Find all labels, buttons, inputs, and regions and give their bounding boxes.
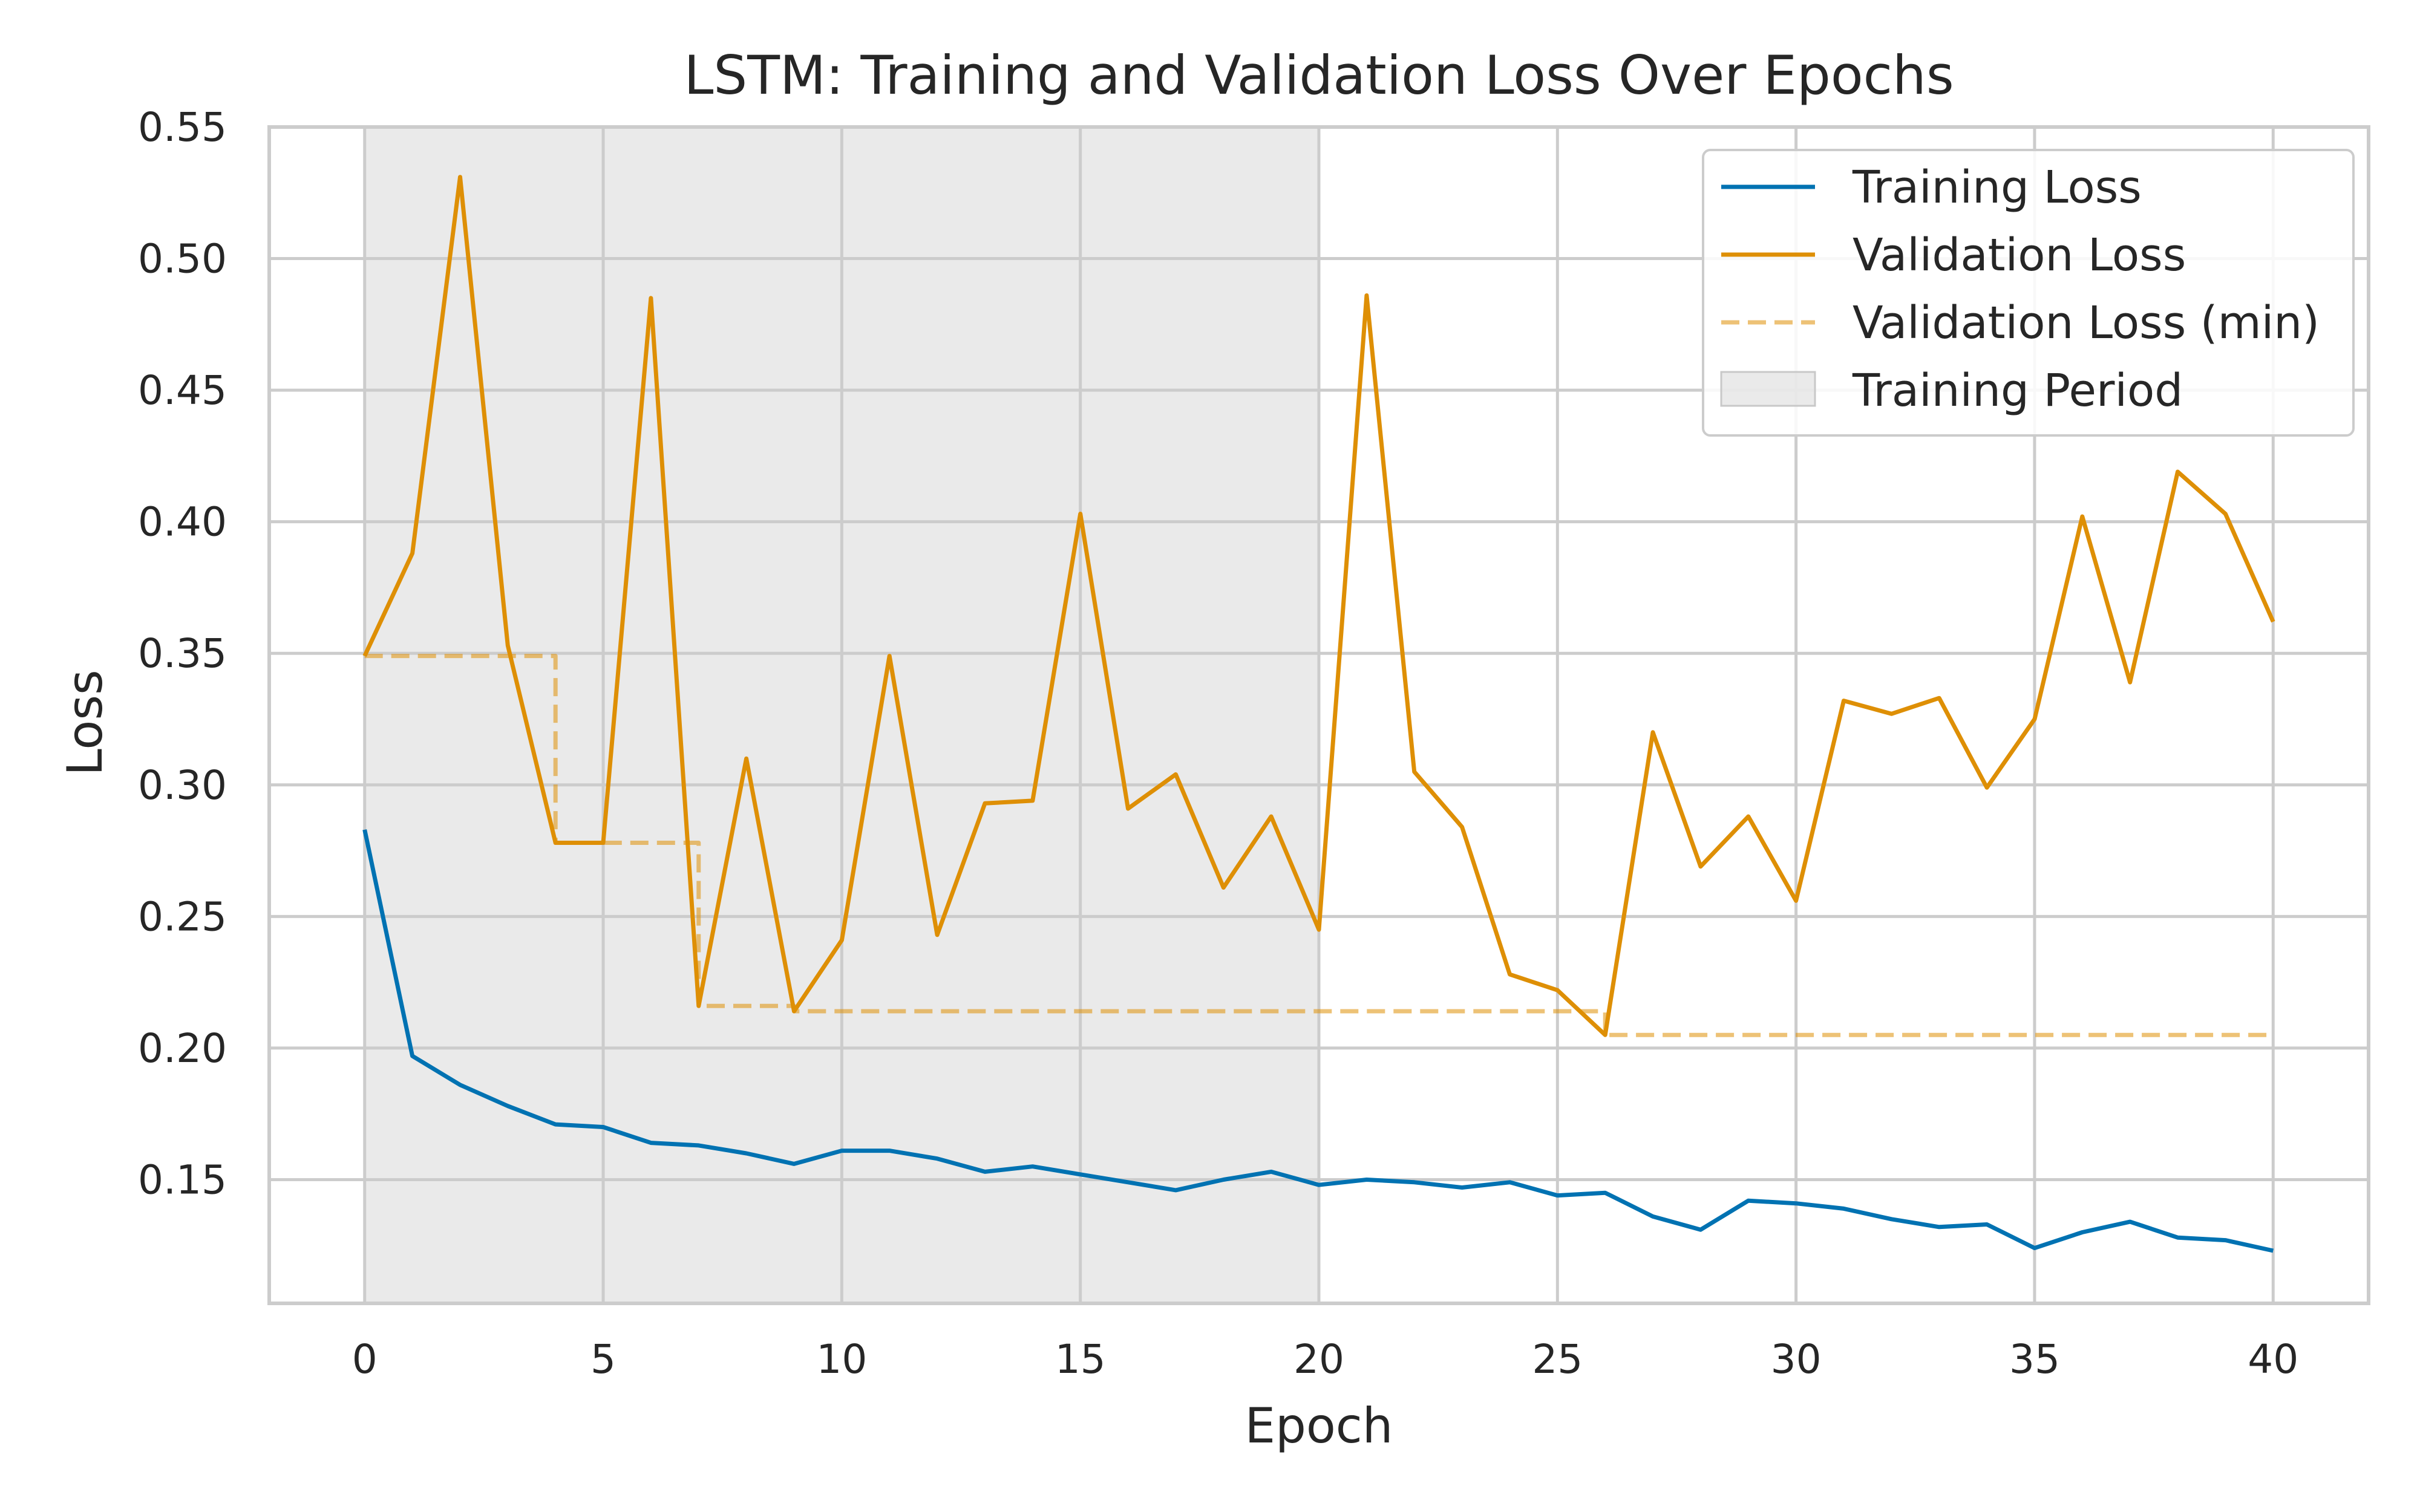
x-tick-labels: 0 5 10 15 20 25 30 35 40 <box>352 1336 2299 1383</box>
legend: Training Loss Validation Loss Validation… <box>1702 149 2355 437</box>
legend-label-validation-loss-min: Validation Loss (min) <box>1853 297 2320 349</box>
series-layer <box>362 175 2275 1253</box>
legend-box <box>1702 149 2355 437</box>
plot-frame <box>267 125 2370 1305</box>
legend-swatch-training-period <box>1720 371 1816 407</box>
y-tick-label: 0.25 <box>138 893 227 940</box>
training-loss-line <box>362 829 2274 1253</box>
x-tick-label: 10 <box>816 1336 867 1383</box>
x-tick-label: 35 <box>2009 1336 2060 1383</box>
validation-loss-min-line <box>364 654 2274 1037</box>
x-tick-label: 5 <box>590 1336 616 1383</box>
y-tick-label: 0.50 <box>138 236 227 282</box>
x-tick-label: 15 <box>1055 1336 1106 1383</box>
x-tick-label: 40 <box>2248 1336 2298 1383</box>
legend-label-training-period: Training Period <box>1852 365 2183 417</box>
x-tick-label: 0 <box>352 1336 378 1383</box>
x-tick-label: 25 <box>1532 1336 1583 1383</box>
x-tick-label: 30 <box>1771 1336 1822 1383</box>
x-tick-label: 20 <box>1293 1336 1344 1383</box>
validation-loss-line <box>362 175 2275 1037</box>
y-tick-label: 0.30 <box>138 762 227 809</box>
y-tick-label: 0.40 <box>138 499 227 546</box>
y-tick-labels: 0.15 0.20 0.25 0.30 0.35 0.40 0.45 0.50 0.55 <box>138 104 227 1203</box>
y-tick-label: 0.15 <box>138 1156 227 1203</box>
y-axis-label: Loss <box>57 670 113 775</box>
y-tick-label: 0.55 <box>138 104 227 151</box>
y-tick-label: 0.20 <box>138 1025 227 1072</box>
legend-label-validation-loss: Validation Loss <box>1853 229 2186 281</box>
x-axis-label: Epoch <box>1245 1398 1393 1454</box>
y-tick-label: 0.35 <box>138 630 227 677</box>
y-tick-label: 0.45 <box>138 367 227 414</box>
legend-label-training-loss: Training Loss <box>1852 161 2142 213</box>
chart-title: LSTM: Training and Validation Loss Over … <box>684 44 1954 106</box>
